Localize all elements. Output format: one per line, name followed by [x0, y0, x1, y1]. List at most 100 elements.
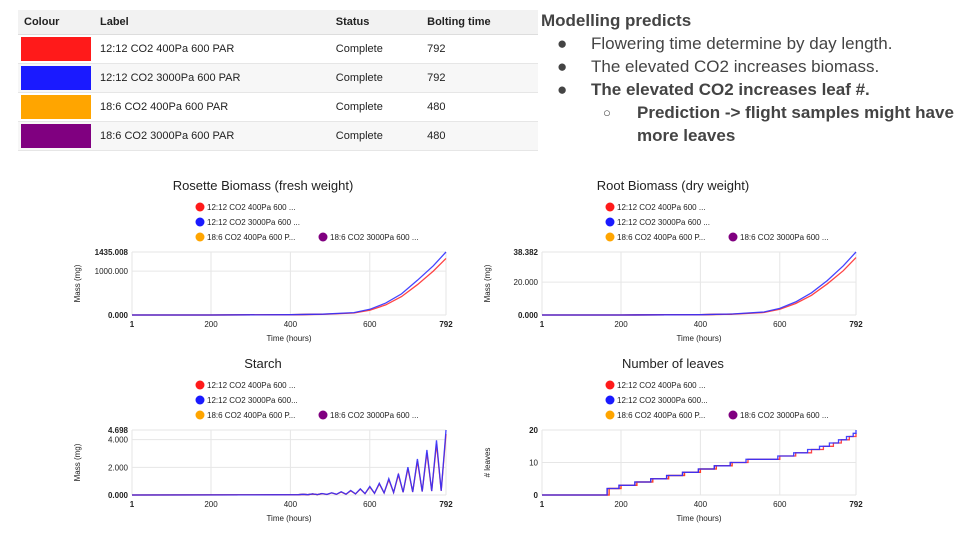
- x-tick-label: 1: [130, 320, 135, 329]
- table-row[interactable]: 18:6 CO2 400Pa 600 PAR Complete 480: [18, 92, 538, 122]
- legend-label[interactable]: 18:6 CO2 400Pa 600 P...: [617, 411, 705, 420]
- legend-marker[interactable]: [605, 232, 615, 242]
- legend-marker[interactable]: [195, 202, 205, 212]
- table-row[interactable]: 12:12 CO2 3000Pa 600 PAR Complete 792: [18, 63, 538, 93]
- legend-label[interactable]: 12:12 CO2 3000Pa 600...: [207, 396, 298, 405]
- x-axis-label: Time (hours): [266, 514, 311, 523]
- bolting-time-cell: 792: [421, 63, 538, 93]
- header-label: Label: [94, 10, 330, 35]
- header-bolting-time: Bolting time: [421, 10, 538, 35]
- x-tick-label: 400: [694, 500, 708, 509]
- colour-swatch: [21, 37, 91, 61]
- bullet-icon: ●: [557, 57, 568, 76]
- note-text: Flowering time determine by day length.: [591, 34, 893, 53]
- series-line: [542, 430, 857, 496]
- legend-marker[interactable]: [195, 217, 205, 227]
- legend-marker[interactable]: [605, 217, 615, 227]
- note-bullet: ● The elevated CO2 increases biomass.: [541, 55, 960, 78]
- x-tick-label: 600: [363, 500, 377, 509]
- x-tick-label: 1: [540, 320, 545, 329]
- legend-marker[interactable]: [195, 395, 205, 405]
- chart-svg: Starch 12:12 CO2 400Pa 600 ... 12:12 CO2 3…: [73, 356, 453, 523]
- root-biomass-chart: Root Biomass (dry weight) 12:12 CO2 400Pa…: [478, 172, 868, 350]
- legend-label[interactable]: 12:12 CO2 3000Pa 600...: [617, 396, 708, 405]
- legend-label[interactable]: 12:12 CO2 400Pa 600 ...: [617, 203, 706, 212]
- x-tick-label: 1: [540, 500, 545, 509]
- status-cell: Complete: [329, 34, 422, 64]
- table-row[interactable]: 18:6 CO2 3000Pa 600 PAR Complete 480: [18, 121, 538, 151]
- chart-title: Root Biomass (dry weight): [597, 178, 749, 193]
- legend-marker[interactable]: [605, 380, 615, 390]
- y-tick-label: 10: [529, 459, 538, 468]
- bullet-icon: ●: [557, 34, 568, 53]
- series-line: [542, 257, 857, 316]
- note-text: The elevated CO2 increases biomass.: [591, 57, 880, 76]
- header-status: Status: [329, 10, 422, 35]
- label-cell: 18:6 CO2 400Pa 600 PAR: [94, 92, 330, 122]
- legend-label[interactable]: 18:6 CO2 400Pa 600 P...: [617, 233, 705, 242]
- table-row[interactable]: 12:12 CO2 400Pa 600 PAR Complete 792: [18, 34, 538, 64]
- x-tick-label: 200: [204, 320, 218, 329]
- legend-label[interactable]: 12:12 CO2 400Pa 600 ...: [617, 381, 706, 390]
- x-tick-label: 792: [439, 500, 453, 509]
- legend-marker[interactable]: [728, 410, 738, 420]
- legend-marker[interactable]: [318, 232, 328, 242]
- chart-title: Rosette Biomass (fresh weight): [173, 178, 354, 193]
- legend-marker[interactable]: [605, 395, 615, 405]
- series-line: [131, 429, 447, 496]
- series-line: [542, 251, 857, 316]
- series-line: [132, 257, 447, 316]
- note-sub-bullet: ○ Prediction -> flight samples might have…: [541, 101, 960, 147]
- legend-label[interactable]: 18:6 CO2 3000Pa 600 ...: [740, 411, 829, 420]
- legend-marker[interactable]: [195, 380, 205, 390]
- chart-svg: Root Biomass (dry weight) 12:12 CO2 400Pa…: [483, 178, 863, 343]
- x-tick-label: 1: [130, 500, 135, 509]
- legend-label[interactable]: 12:12 CO2 400Pa 600 ...: [207, 203, 296, 212]
- x-tick-label: 600: [773, 320, 787, 329]
- label-cell: 12:12 CO2 3000Pa 600 PAR: [94, 63, 330, 93]
- y-tick-label: 4.000: [108, 436, 129, 445]
- status-cell: Complete: [329, 63, 422, 93]
- simulation-table: Colour Label Status Bolting time 12:12 C…: [18, 10, 538, 151]
- label-cell: 18:6 CO2 3000Pa 600 PAR: [94, 121, 330, 151]
- legend-marker[interactable]: [605, 202, 615, 212]
- y-tick-label: 38.382: [514, 248, 539, 257]
- status-cell: Complete: [329, 121, 422, 151]
- series-line: [131, 434, 447, 496]
- colour-cell: [18, 92, 94, 122]
- table-header-row: Colour Label Status Bolting time: [18, 10, 538, 35]
- legend-label[interactable]: 12:12 CO2 3000Pa 600 ...: [617, 218, 710, 227]
- legend-marker[interactable]: [318, 410, 328, 420]
- legend-marker[interactable]: [195, 232, 205, 242]
- legend-label[interactable]: 18:6 CO2 3000Pa 600 ...: [740, 233, 829, 242]
- legend-label[interactable]: 18:6 CO2 400Pa 600 P...: [207, 233, 295, 242]
- notes-heading: Modelling predicts: [541, 11, 692, 30]
- status-cell: Complete: [329, 92, 422, 122]
- x-axis-label: Time (hours): [676, 514, 721, 523]
- y-axis-label: Mass (mg): [483, 264, 492, 302]
- note-bullet: ● The elevated CO2 increases leaf #.: [541, 78, 960, 101]
- label-cell: 12:12 CO2 400Pa 600 PAR: [94, 34, 330, 64]
- legend-label[interactable]: 18:6 CO2 3000Pa 600 ...: [330, 411, 419, 420]
- chart-title: Starch: [244, 356, 282, 371]
- legend-marker[interactable]: [195, 410, 205, 420]
- legend-label[interactable]: 18:6 CO2 3000Pa 600 ...: [330, 233, 419, 242]
- x-tick-label: 200: [614, 500, 628, 509]
- x-axis-label: Time (hours): [266, 334, 311, 343]
- legend-label[interactable]: 12:12 CO2 3000Pa 600 ...: [207, 218, 300, 227]
- modelling-notes: Modelling predicts ● Flowering time deter…: [541, 9, 960, 147]
- chart-title: Number of leaves: [622, 356, 724, 371]
- legend-label[interactable]: 12:12 CO2 400Pa 600 ...: [207, 381, 296, 390]
- legend-label[interactable]: 18:6 CO2 400Pa 600 P...: [207, 411, 295, 420]
- x-tick-label: 600: [363, 320, 377, 329]
- series-line: [542, 462, 733, 496]
- legend-marker[interactable]: [728, 232, 738, 242]
- header-colour: Colour: [18, 10, 94, 35]
- y-tick-label: 20: [529, 426, 538, 435]
- series-line: [542, 433, 857, 496]
- x-tick-label: 792: [849, 320, 863, 329]
- leaves-chart: Number of leaves 12:12 CO2 400Pa 600 ... 1…: [478, 350, 868, 530]
- legend-marker[interactable]: [605, 410, 615, 420]
- colour-swatch: [21, 124, 91, 148]
- y-tick-label: 0.000: [518, 311, 539, 320]
